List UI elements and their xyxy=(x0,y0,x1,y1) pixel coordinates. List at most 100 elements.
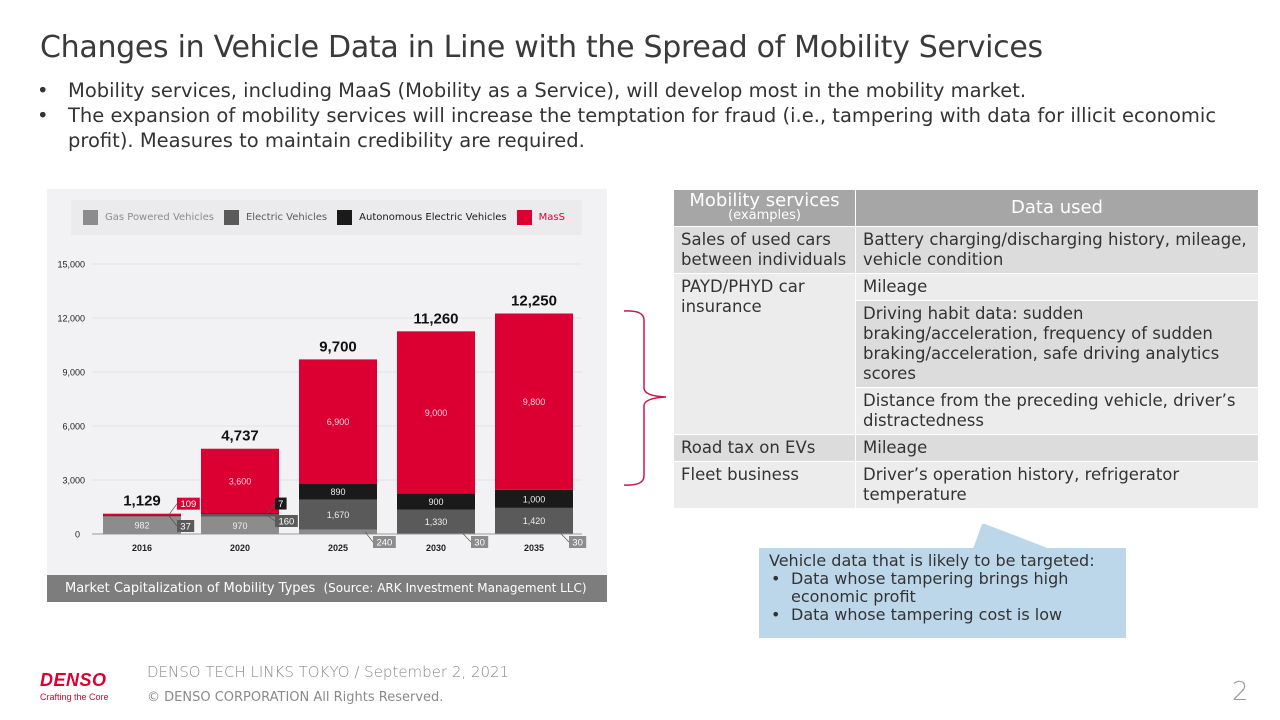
total-label: 11,260 xyxy=(413,310,458,327)
total-label: 4,737 xyxy=(221,428,259,445)
legend-swatch xyxy=(337,210,353,225)
header-services: Mobility services (examples) xyxy=(673,189,856,227)
chart-panel: Gas Powered Vehicles Electric Vehicles A… xyxy=(47,189,607,602)
segment-label: 30 xyxy=(572,538,583,549)
segment-label: 160 xyxy=(278,517,294,528)
legend-item-ev: Electric Vehicles xyxy=(223,210,328,225)
bar-segment-gas-powered-vehicles xyxy=(495,533,573,534)
segment-label: 37 xyxy=(180,522,191,533)
leader-line xyxy=(462,533,472,543)
y-tick-label: 0 xyxy=(75,530,80,540)
bar-segment-autonomous-electric-vehicles xyxy=(201,513,279,515)
x-tick-label: 2016 xyxy=(132,543,152,553)
bar-segment-electric-vehicles xyxy=(201,513,279,517)
legend-swatch xyxy=(83,210,98,225)
segment-label: 900 xyxy=(428,497,443,507)
cell-service: PAYD/PHYD car insurance xyxy=(673,273,856,435)
bar-segment-gas-powered-vehicles xyxy=(103,516,181,534)
segment-label: 1,420 xyxy=(523,516,546,526)
bullet-list: Mobility services, including MaaS (Mobil… xyxy=(34,78,1234,153)
footer-event: DENSO TECH LINKS TOKYO / September 2, 20… xyxy=(147,663,510,681)
leader-line xyxy=(560,533,570,543)
segment-label: 9,800 xyxy=(523,397,546,407)
bar-segment-mass xyxy=(495,313,573,490)
cell-data: Mileage xyxy=(855,273,1259,301)
bar-segment-autonomous-electric-vehicles xyxy=(299,483,377,500)
bar-segment-mass xyxy=(103,513,181,516)
bar-segment-autonomous-electric-vehicles xyxy=(103,515,181,517)
cell-service: Sales of used cars between individuals xyxy=(673,226,856,274)
legend-swatch xyxy=(516,210,532,225)
cell-service: Road tax on EVs xyxy=(673,434,856,462)
segment-badge xyxy=(373,536,396,548)
cell-data: Driver’s operation history, refrigerator… xyxy=(855,461,1259,509)
table-row: Road tax on EVs Mileage xyxy=(673,434,1259,462)
callout-box: Vehicle data that is likely to be target… xyxy=(759,548,1126,638)
segment-label: 970 xyxy=(232,521,247,531)
bullet-item: Mobility services, including MaaS (Mobil… xyxy=(34,78,1234,103)
legend-label: Gas Powered Vehicles xyxy=(105,212,214,223)
bar-segment-mass xyxy=(201,448,279,514)
cell-data: Driving habit data: sudden braking/accel… xyxy=(855,300,1259,388)
chart-caption: Market Capitalization of Mobility Types … xyxy=(47,575,607,602)
x-tick-label: 2020 xyxy=(230,543,250,553)
segment-badge xyxy=(569,536,587,548)
legend-swatch xyxy=(223,210,239,225)
slide-title: Changes in Vehicle Data in Line with the… xyxy=(40,30,1043,65)
segment-badge xyxy=(177,497,200,510)
callout-item: Data whose tampering cost is low xyxy=(769,606,1116,625)
bar-segment-mass xyxy=(397,331,475,494)
y-tick-label: 9,000 xyxy=(62,368,85,378)
bar-segment-electric-vehicles xyxy=(299,499,377,530)
callout-heading: Vehicle data that is likely to be target… xyxy=(769,551,1095,570)
bar-segment-gas-powered-vehicles xyxy=(299,529,377,534)
y-tick-label: 3,000 xyxy=(62,476,85,486)
segment-badge xyxy=(275,515,298,527)
segment-label: 9,000 xyxy=(425,408,448,418)
segment-label: 1,000 xyxy=(523,494,546,504)
total-label: 12,250 xyxy=(511,293,557,310)
segment-label: 1,670 xyxy=(327,510,350,520)
leader-line xyxy=(266,503,276,514)
bullet-item: The expansion of mobility services will … xyxy=(34,103,1234,153)
segment-label: 109 xyxy=(180,499,196,510)
segment-label: 30 xyxy=(474,538,485,549)
segment-label: 1,330 xyxy=(425,517,448,527)
header-services-label: Mobility services xyxy=(689,190,840,211)
leader-line xyxy=(168,503,178,515)
table-row: Fleet business Driver’s operation histor… xyxy=(673,461,1259,509)
legend-label: Autonomous Electric Vehicles xyxy=(359,212,507,223)
segment-label: 890 xyxy=(330,487,345,497)
segment-label: 7 xyxy=(278,499,283,510)
logo-wordmark: DENSO xyxy=(40,670,107,690)
legend-label: Electric Vehicles xyxy=(245,212,328,223)
total-label: 9,700 xyxy=(319,338,357,355)
total-label: 1,129 xyxy=(123,493,161,510)
y-tick-label: 15,000 xyxy=(57,260,85,270)
header-data-used: Data used xyxy=(855,189,1259,227)
legend-item-autonomous: Autonomous Electric Vehicles xyxy=(337,210,507,225)
bar-segment-gas-powered-vehicles xyxy=(397,533,475,534)
segment-label: 6,900 xyxy=(327,417,350,427)
leader-line xyxy=(364,531,374,543)
leader-line xyxy=(266,514,276,522)
header-services-sublabel: (examples) xyxy=(728,208,801,223)
y-tick-label: 6,000 xyxy=(62,422,85,432)
bar-segment-mass xyxy=(299,359,377,484)
cell-service: Fleet business xyxy=(673,461,856,509)
logo-tagline: Crafting the Core xyxy=(40,692,109,702)
segment-badge xyxy=(177,520,195,532)
legend-label: MasS xyxy=(538,212,565,223)
cell-data: Battery charging/discharging history, mi… xyxy=(855,226,1259,274)
segment-label: 3,600 xyxy=(229,477,252,487)
bar-segment-gas-powered-vehicles xyxy=(201,516,279,534)
mobility-services-table: Mobility services (examples) Data used S… xyxy=(673,189,1259,509)
page-number: 2 xyxy=(1232,677,1249,707)
table-row: PAYD/PHYD car insurance Mileage xyxy=(673,273,1259,435)
bar-segment-electric-vehicles xyxy=(495,507,573,534)
footer-copyright: © DENSO CORPORATION All Rights Reserved. xyxy=(147,690,444,705)
x-tick-label: 2025 xyxy=(328,543,348,553)
bracket-icon xyxy=(623,310,667,486)
bar-chart: 0 3,000 6,000 9,000 12,000 15,000 2016 1,129 982… xyxy=(57,260,587,553)
x-tick-label: 2035 xyxy=(524,543,544,553)
